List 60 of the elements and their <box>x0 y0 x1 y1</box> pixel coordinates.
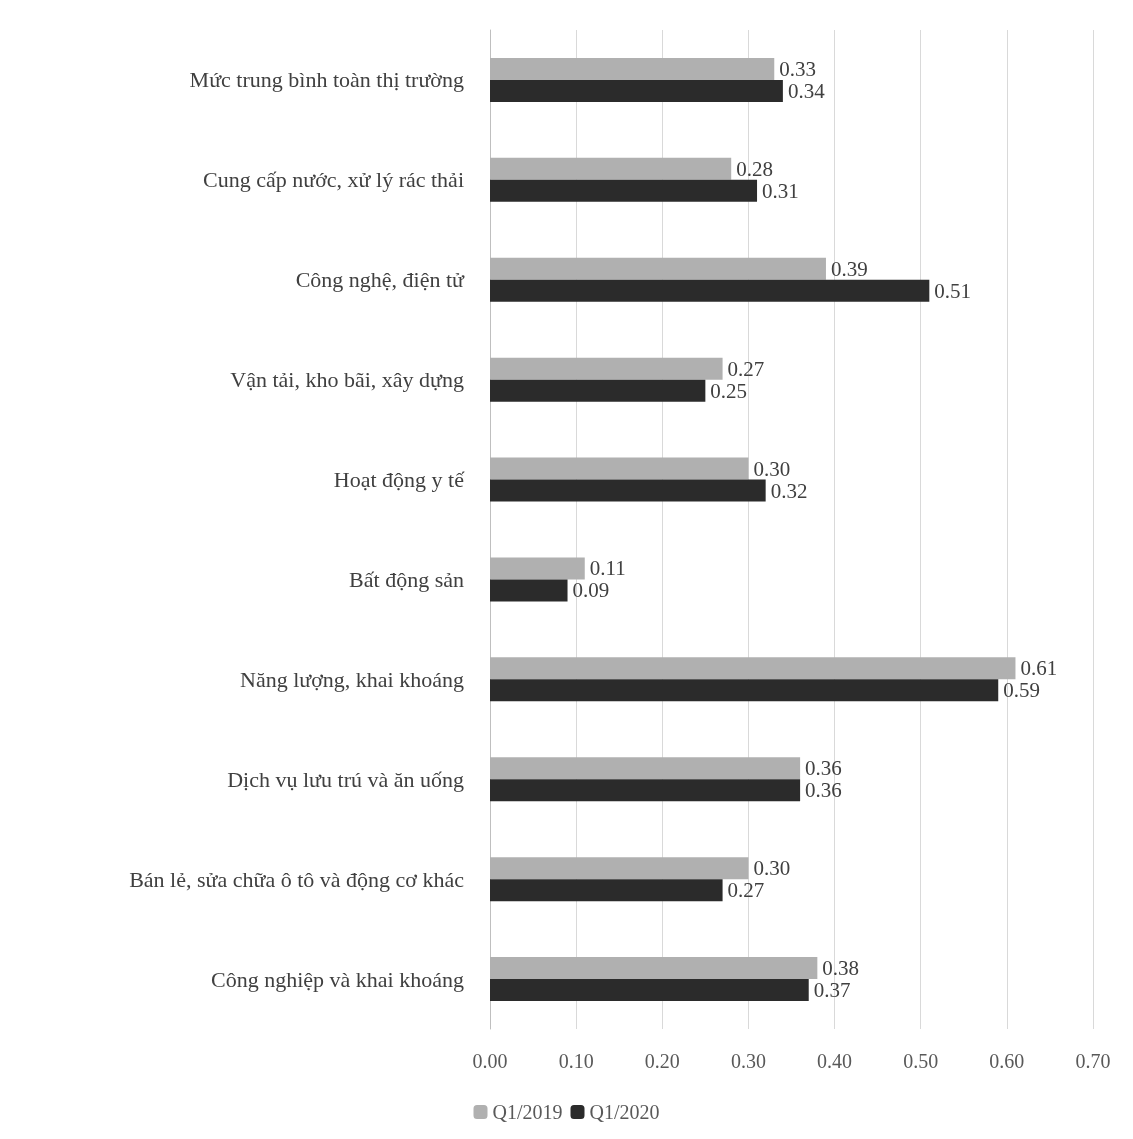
data-label: 0.27 <box>727 356 765 381</box>
data-label: 0.36 <box>805 756 842 781</box>
y-tick-label: Cung cấp nước, xử lý rác thải <box>203 167 464 193</box>
x-tick-label: 0.40 <box>817 1050 853 1072</box>
bar <box>490 479 766 502</box>
data-label: 0.09 <box>572 578 610 603</box>
y-tick-label: Năng lượng, khai khoáng <box>240 666 464 692</box>
y-tick-label: Bán lẻ, sửa chữa ô tô và động cơ khác <box>129 866 465 892</box>
bar <box>490 157 732 180</box>
y-tick-label: Hoạt động y tế <box>333 467 466 493</box>
bar <box>490 857 749 880</box>
data-label: 0.30 <box>753 456 791 481</box>
x-tick-label: 0.60 <box>989 1050 1025 1072</box>
bar <box>490 557 585 580</box>
data-label: 0.34 <box>787 78 826 103</box>
data-label: 0.59 <box>1003 678 1040 703</box>
bar <box>490 957 818 980</box>
y-tick-label: Vận tải, kho bãi, xây dựng <box>230 367 464 393</box>
bar <box>490 257 826 280</box>
data-label: 0.31 <box>762 178 799 203</box>
bar <box>490 357 723 380</box>
data-label: 0.30 <box>753 856 791 881</box>
x-tick-label: 0.00 <box>472 1050 508 1072</box>
data-label: 0.39 <box>830 256 868 281</box>
data-label: 0.38 <box>822 956 860 981</box>
x-tick-label: 0.20 <box>644 1050 680 1072</box>
bar <box>490 579 568 602</box>
x-tick-label: 0.50 <box>903 1050 939 1072</box>
data-label: 0.25 <box>710 378 748 403</box>
x-tick-label: 0.70 <box>1075 1050 1111 1072</box>
data-label: 0.51 <box>934 278 972 303</box>
bar <box>490 657 1016 680</box>
y-tick-label: Công nghiệp và khai khoáng <box>211 966 464 992</box>
bar <box>490 757 801 780</box>
x-tick-label: 0.10 <box>558 1050 594 1072</box>
data-label: 0.37 <box>813 978 851 1003</box>
bar <box>490 779 801 802</box>
bar <box>490 57 775 80</box>
y-tick-label: Bất động sản <box>349 566 464 592</box>
bar <box>490 279 930 302</box>
legend-label: Q1/2019 <box>492 1101 563 1123</box>
y-tick-label: Công nghệ, điện tử <box>295 267 466 293</box>
data-label: 0.28 <box>736 156 773 181</box>
legend-label: Q1/2020 <box>589 1101 660 1123</box>
data-label: 0.33 <box>779 56 817 81</box>
data-label: 0.27 <box>727 878 765 903</box>
y-tick-label: Dịch vụ lưu trú và ăn uống <box>227 766 464 792</box>
bar <box>490 457 749 480</box>
bar <box>490 79 783 102</box>
data-label: 0.32 <box>770 478 808 503</box>
bar <box>490 179 758 202</box>
data-label: 0.36 <box>805 778 842 803</box>
bar <box>490 379 706 402</box>
data-label: 0.11 <box>589 556 626 581</box>
bar <box>490 979 809 1002</box>
bar <box>490 679 999 702</box>
y-tick-label: Mức trung bình toàn thị trường <box>189 67 464 93</box>
x-tick-label: 0.30 <box>730 1050 766 1072</box>
data-label: 0.61 <box>1020 656 1058 681</box>
bar <box>490 879 723 902</box>
